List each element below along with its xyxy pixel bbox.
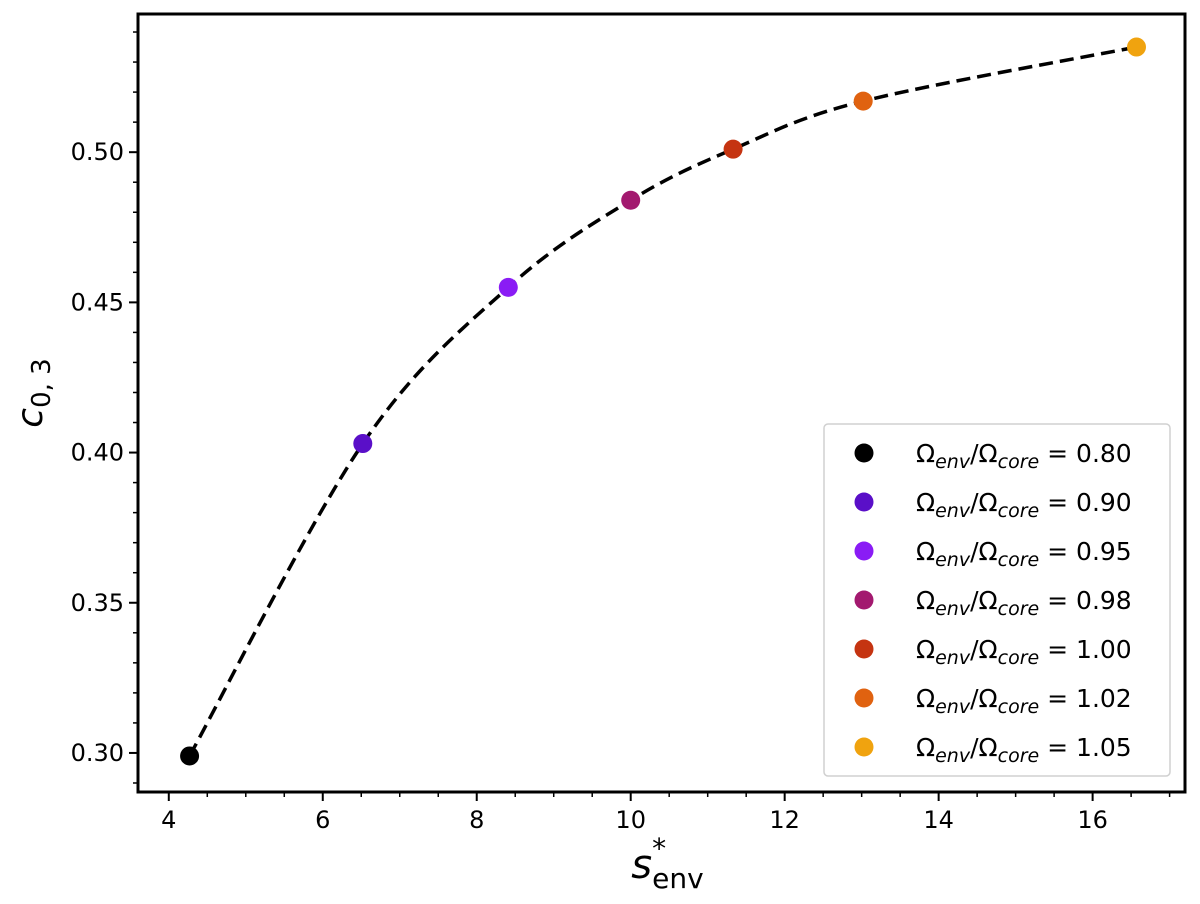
legend-box — [823, 423, 1171, 777]
data-points-layer — [180, 37, 1146, 766]
legend-marker — [854, 541, 874, 561]
y-axis-label: c0, 3 — [10, 358, 57, 427]
x-tick-label: 4 — [161, 806, 176, 834]
data-point — [180, 746, 200, 766]
y-tick-label: 0.45 — [71, 288, 124, 316]
data-point — [498, 277, 518, 297]
ticks-layer: 4 6 8 10 12 14 16 0.30 0.35 0.40 0.45 0.50 — [71, 31, 1171, 834]
legend-entry-label: Ωenv/Ωcore = 0.95 — [916, 537, 1132, 571]
legend-marker — [854, 443, 874, 463]
legend-marker — [854, 492, 874, 512]
x-tick-label: 16 — [1077, 806, 1108, 834]
y-tick-label: 0.50 — [71, 138, 124, 166]
x-tick-label: 6 — [315, 806, 330, 834]
x-tick-label: 8 — [469, 806, 484, 834]
legend-entry-label: Ωenv/Ωcore = 1.02 — [916, 684, 1132, 718]
legend-marker — [854, 737, 874, 757]
legend: Ωenv/Ωcore = 0.80 Ωenv/Ωcore = 0.90 Ωenv/Ω… — [823, 423, 1171, 777]
fit-curve — [188, 45, 1137, 757]
plot-frame — [136, 12, 1187, 794]
x-tick-label: 12 — [769, 806, 800, 834]
x-tick-label: 10 — [615, 806, 646, 834]
legend-marker — [854, 688, 874, 708]
legend-entry-label: Ωenv/Ωcore = 1.05 — [916, 733, 1132, 767]
fit-curve-layer — [188, 45, 1137, 757]
x-tick-label: 14 — [923, 806, 954, 834]
y-tick-label: 0.40 — [71, 439, 124, 467]
y-tick-label: 0.35 — [71, 589, 124, 617]
legend-items: Ωenv/Ωcore = 0.80 Ωenv/Ωcore = 0.90 Ωenv/Ω… — [854, 439, 1132, 767]
data-point — [353, 434, 373, 454]
data-point — [723, 139, 743, 159]
data-point — [1126, 37, 1146, 57]
legend-marker — [854, 639, 874, 659]
x-axis-label: s* env — [631, 832, 703, 895]
y-tick-label: 0.30 — [71, 739, 124, 767]
legend-marker — [854, 590, 874, 610]
legend-entry-label: Ωenv/Ωcore = 1.00 — [916, 635, 1132, 669]
legend-entry-label: Ωenv/Ωcore = 0.90 — [916, 488, 1132, 522]
data-point — [621, 190, 641, 210]
legend-entry-label: Ωenv/Ωcore = 0.80 — [916, 439, 1132, 473]
data-point — [853, 91, 873, 111]
legend-entry-label: Ωenv/Ωcore = 0.98 — [916, 586, 1132, 620]
